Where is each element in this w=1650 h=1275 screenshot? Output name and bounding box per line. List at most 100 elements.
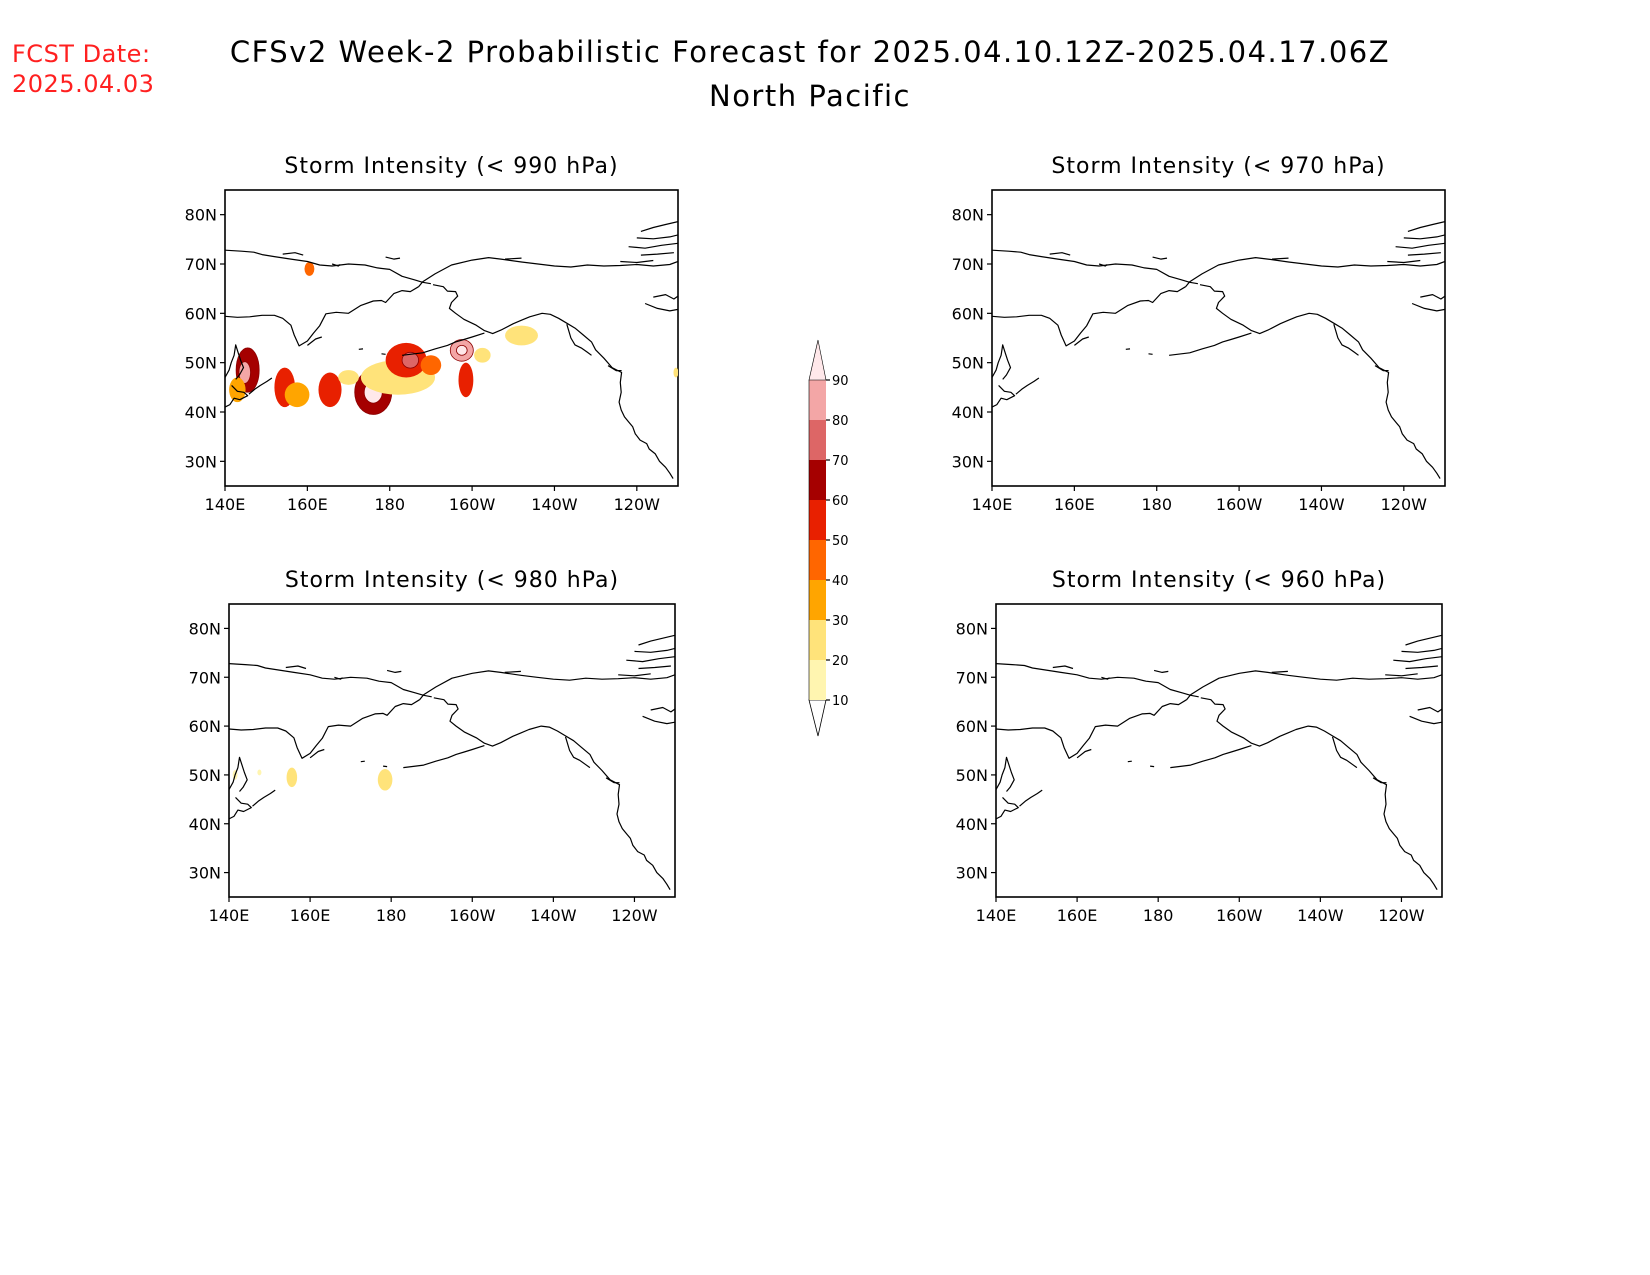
coastline xyxy=(386,669,402,673)
coastline xyxy=(225,286,419,347)
y-tick-label: 40N xyxy=(189,815,221,834)
coastline xyxy=(1407,252,1441,256)
map-panel-p990: Storm Intensity (< 990 hPa) 140E 160E 180 16… xyxy=(185,154,679,514)
coastline xyxy=(381,353,386,355)
x-tick-label: 120W xyxy=(1378,906,1425,925)
map-panels: Storm Intensity (< 990 hPa) 140E 160E 180 16… xyxy=(185,154,1446,925)
figure-title: CFSv2 Week-2 Probabilistic Forecast for … xyxy=(230,35,1390,69)
coastline xyxy=(620,259,654,264)
map-frame xyxy=(224,189,679,487)
coastline xyxy=(642,715,675,725)
probability-area xyxy=(456,345,468,356)
colorbar-segment xyxy=(809,500,826,540)
y-tick-label: 40N xyxy=(956,815,988,834)
probability-shading xyxy=(232,767,393,791)
coastline xyxy=(334,676,343,680)
coastline xyxy=(385,256,401,260)
x-tick-label: 160E xyxy=(1054,495,1095,514)
coastline xyxy=(992,286,1186,347)
coastline xyxy=(229,756,248,792)
coastlines xyxy=(992,221,1445,479)
coastline xyxy=(418,257,678,288)
coastline xyxy=(650,706,675,713)
coastline xyxy=(996,699,1187,759)
coastline xyxy=(1049,252,1071,256)
coastline xyxy=(1101,676,1110,680)
coastline xyxy=(1405,665,1438,670)
coastline xyxy=(1074,336,1089,346)
colorbar-segment xyxy=(809,660,826,700)
coastline xyxy=(331,263,341,267)
x-tick-label: 180 xyxy=(1143,906,1174,925)
y-tick-label: 70N xyxy=(189,668,221,687)
probability-area xyxy=(401,351,419,369)
coastline xyxy=(1152,256,1168,260)
coastline xyxy=(644,302,678,312)
coastline xyxy=(1170,745,1252,769)
map-panel-p970: Storm Intensity (< 970 hPa) 140E 160E 180 16… xyxy=(952,154,1446,514)
x-tick-label: 160E xyxy=(290,906,331,925)
coastline xyxy=(1387,259,1421,264)
y-tick-label: 70N xyxy=(956,668,988,687)
coastline xyxy=(607,365,622,372)
colorbar-label: 90 xyxy=(832,374,849,389)
coastline xyxy=(564,736,591,769)
coastline xyxy=(638,634,675,646)
colorbar-lower-triangle xyxy=(808,699,827,737)
coastline xyxy=(1200,697,1438,891)
y-tick-label: 50N xyxy=(189,766,221,785)
y-tick-label: 40N xyxy=(952,403,984,422)
y-tick-label: 50N xyxy=(956,766,988,785)
coastline xyxy=(360,760,365,763)
probability-area xyxy=(304,262,315,276)
x-tick-label: 140E xyxy=(976,906,1017,925)
coastline xyxy=(419,670,675,701)
x-tick-label: 140E xyxy=(972,495,1013,514)
panel-title: Storm Intensity (< 980 hPa) xyxy=(285,568,619,593)
colorbar-segment xyxy=(809,540,826,580)
coastline xyxy=(1331,736,1358,769)
y-tick-label: 70N xyxy=(185,255,217,274)
probability-area xyxy=(286,767,298,788)
coastline xyxy=(285,665,307,670)
fcst-date-label: FCST Date: xyxy=(12,40,151,68)
probability-area xyxy=(377,769,393,791)
coastline xyxy=(433,697,671,891)
coastline xyxy=(432,284,674,479)
coastline xyxy=(1199,284,1441,479)
panel-title: Storm Intensity (< 990 hPa) xyxy=(284,154,618,179)
coastline xyxy=(402,332,485,356)
coastlines xyxy=(225,221,678,479)
y-tick-label: 30N xyxy=(185,452,217,471)
x-tick-label: 180 xyxy=(1141,495,1172,514)
coastline xyxy=(996,663,1199,698)
probability-area xyxy=(420,355,442,375)
colorbar-label: 50 xyxy=(832,534,849,549)
coastline xyxy=(403,745,485,769)
coastline xyxy=(1148,353,1153,355)
x-tick-label: 140E xyxy=(209,906,250,925)
coastline xyxy=(1271,257,1289,260)
map-frame xyxy=(995,603,1443,898)
coastline xyxy=(1401,647,1442,653)
probability-area xyxy=(284,382,310,408)
coastline xyxy=(252,789,276,807)
coastline xyxy=(1186,670,1442,701)
probability-area xyxy=(338,370,359,385)
y-tick-label: 80N xyxy=(185,206,217,225)
coastline xyxy=(504,257,522,260)
colorbar-label: 10 xyxy=(832,694,849,709)
coastline xyxy=(634,647,675,653)
coastline xyxy=(618,673,651,677)
y-tick-label: 70N xyxy=(952,255,984,274)
coastline xyxy=(1333,324,1359,356)
x-tick-label: 140W xyxy=(530,906,577,925)
figure-subtitle: North Pacific xyxy=(709,79,911,113)
coastline xyxy=(566,324,592,356)
x-tick-label: 140W xyxy=(1298,495,1345,514)
coastline xyxy=(1405,634,1442,646)
y-tick-label: 60N xyxy=(956,717,988,736)
coastline xyxy=(1185,257,1445,288)
coastline xyxy=(992,384,1016,408)
coastline xyxy=(1385,673,1418,677)
